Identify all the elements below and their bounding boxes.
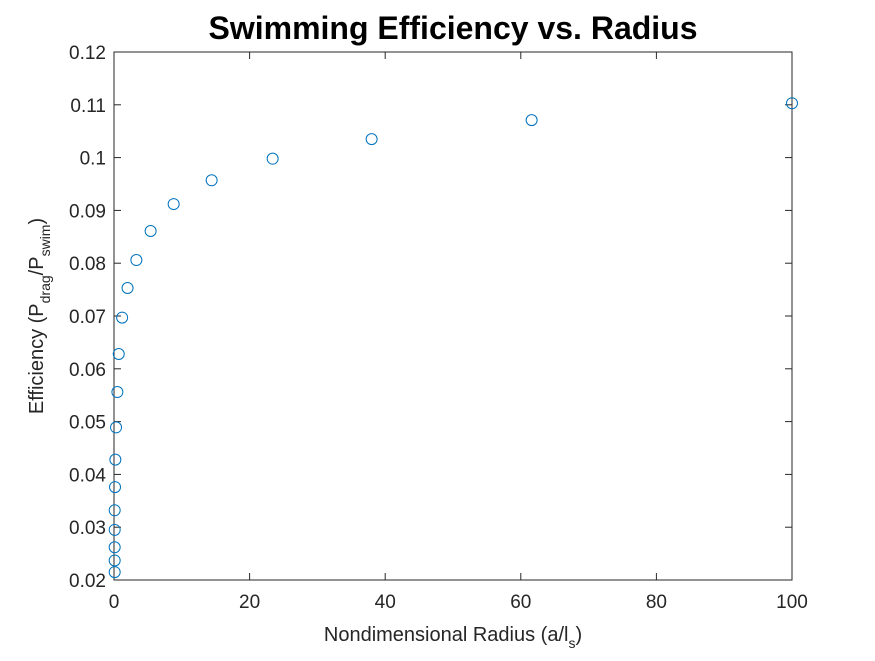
y-tick-label: 0.05 bbox=[69, 413, 106, 434]
x-tick-label: 80 bbox=[646, 592, 667, 613]
y-tick-label: 0.02 bbox=[69, 571, 106, 592]
x-tick-label: 60 bbox=[510, 592, 531, 613]
data-point bbox=[108, 523, 121, 536]
x-tick-label: 100 bbox=[776, 592, 808, 613]
data-point bbox=[111, 386, 124, 399]
data-point bbox=[109, 453, 122, 466]
data-point bbox=[266, 152, 279, 165]
y-axis-ticks: 0.02 0.03 0.04 0.05 0.06 0.07 0.08 0.09 0.1 0.11 0… bbox=[69, 43, 792, 592]
data-point bbox=[110, 421, 123, 434]
data-point bbox=[108, 554, 121, 567]
data-point bbox=[112, 348, 125, 361]
x-tick-label: 20 bbox=[239, 592, 260, 613]
chart-title: Swimming Efficiency vs. Radius bbox=[208, 10, 697, 46]
data-point bbox=[108, 541, 121, 554]
y-tick-label: 0.03 bbox=[69, 518, 106, 539]
y-tick-label: 0.12 bbox=[69, 43, 106, 64]
data-point bbox=[130, 254, 143, 267]
y-axis-label: Efficiency (Pdrag/Pswim) bbox=[26, 218, 53, 414]
data-point bbox=[167, 198, 180, 211]
x-tick-label: 40 bbox=[375, 592, 396, 613]
data-point bbox=[786, 97, 798, 110]
plot-area bbox=[113, 51, 793, 581]
y-tick-label: 0.11 bbox=[70, 96, 106, 117]
y-tick-label: 0.07 bbox=[69, 307, 106, 328]
data-point bbox=[116, 311, 129, 324]
x-axis-ticks: 0 20 40 60 80 100 bbox=[109, 52, 808, 613]
y-tick-label: 0.08 bbox=[69, 254, 106, 275]
y-tick-label: 0.09 bbox=[69, 201, 106, 222]
data-point bbox=[365, 133, 378, 146]
y-tick-label: 0.06 bbox=[69, 360, 106, 381]
data-point bbox=[525, 114, 538, 127]
data-point bbox=[121, 282, 134, 295]
data-point bbox=[109, 481, 122, 494]
data-point bbox=[108, 504, 121, 517]
data-points bbox=[108, 97, 798, 579]
data-point bbox=[205, 174, 218, 187]
x-tick-label: 0 bbox=[109, 592, 120, 613]
data-point bbox=[144, 224, 157, 237]
x-axis-label: Nondimensional Radius (a/ls) bbox=[324, 624, 582, 651]
y-tick-label: 0.1 bbox=[80, 149, 106, 170]
y-tick-label: 0.04 bbox=[69, 465, 106, 486]
data-point bbox=[108, 566, 121, 579]
